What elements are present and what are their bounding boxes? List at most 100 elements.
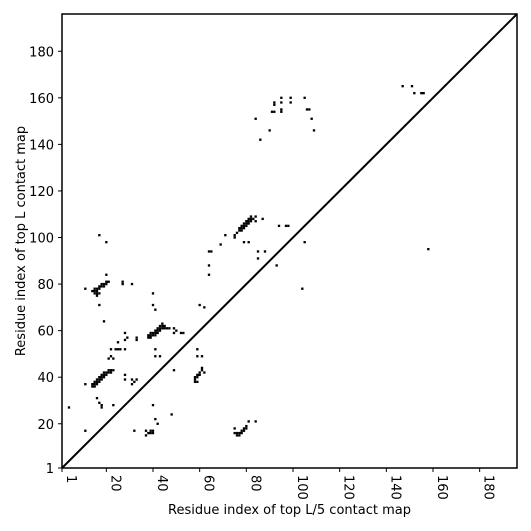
contact-point [247,241,250,244]
contact-point [123,378,127,381]
contact-point [224,234,227,237]
contact-point [105,282,108,286]
contact-point [95,380,99,384]
x-tick-label: 120 [341,475,356,500]
contact-point [98,401,101,404]
contact-point [149,334,152,337]
contact-point [200,355,204,358]
contact-point [245,427,248,430]
contact-point [161,327,164,330]
contact-point [156,422,159,425]
contact-point [147,334,150,337]
contact-point [95,289,99,293]
contact-point [91,385,94,388]
contact-point [280,108,283,111]
contact-point [170,413,173,416]
contact-point [114,348,117,351]
contact-point [261,217,264,221]
contact-point [200,369,204,372]
contact-point [105,241,108,244]
contact-point [238,227,241,230]
contact-point [249,215,253,218]
y-tick-label: 80 [37,278,54,293]
contact-point [242,222,246,225]
contact-point [149,331,152,335]
contact-point [95,287,99,290]
contact-point [242,429,246,432]
contact-point [93,385,96,388]
contact-point [91,289,94,293]
contact-point [240,224,243,228]
contact-point [259,138,262,141]
contact-point [91,383,94,386]
contact-point [249,220,253,223]
contact-point [98,285,101,288]
x-tick-label: 40 [154,475,169,492]
contact-point [252,217,255,221]
y-tick-label: 140 [29,138,54,153]
contact-point [98,292,101,295]
contact-point [154,331,157,335]
contact-point [109,371,113,374]
contact-point [102,376,106,379]
contact-point [100,285,103,288]
contact-point [422,91,425,95]
y-tick-label: 100 [29,232,54,247]
contact-point [247,222,250,225]
contact-point [130,383,134,386]
contact-point [240,429,243,432]
contact-point [98,376,101,379]
contact-point [310,117,313,120]
contact-point [107,369,110,372]
contact-point [107,357,110,360]
contact-point [98,287,101,290]
contact-point [275,264,278,267]
contact-point [301,287,304,290]
y-tick-label: 20 [37,418,54,433]
contact-point [98,380,101,384]
x-tick-label: 1 [63,475,78,483]
contact-point [245,222,248,225]
contact-point [242,427,246,430]
contact-point [198,371,201,374]
contact-point [105,280,108,283]
contact-point [196,355,199,358]
y-tick-label: 60 [37,325,54,340]
contact-point [102,282,106,286]
contact-point [154,417,157,421]
contact-point [84,429,87,432]
contact-point [420,91,423,95]
plot-frame [61,13,518,469]
contact-point [254,215,257,218]
contact-point [163,327,166,330]
contact-point [193,378,197,381]
contact-point [84,287,87,290]
contact-point [247,220,250,223]
contact-point [67,406,71,409]
points-layer [67,85,430,437]
x-tick-label: 100 [294,475,309,500]
contact-point [133,380,136,384]
diagonal-line [61,13,518,469]
contact-point [235,231,239,235]
contact-point [245,424,248,428]
contact-point [151,303,155,307]
contact-point [95,378,99,381]
contact-point [95,396,99,400]
contact-point [149,431,152,435]
contact-point [263,250,267,253]
contact-point [123,348,127,351]
contact-point [158,324,162,328]
contact-point [100,376,103,379]
contact-point [161,322,164,325]
contact-point [179,331,183,335]
contact-point [163,324,166,328]
contact-point [151,431,155,435]
contact-point [165,327,169,330]
x-tick-label: 60 [201,475,216,492]
contact-point [105,371,108,374]
contact-point [144,434,148,437]
x-tick-label: 140 [387,475,402,500]
contact-point [95,294,99,297]
